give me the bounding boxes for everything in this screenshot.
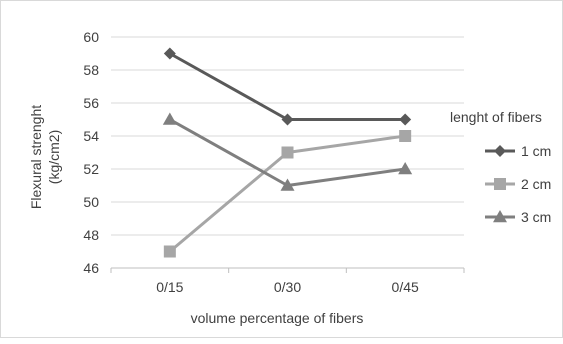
legend-marker: [493, 210, 507, 223]
x-tick-labels: 0/15 0/30 0/45: [156, 279, 419, 295]
legend-item: 1 cm: [485, 143, 551, 159]
y-axis-title-line-1: Flexural strenght: [28, 105, 44, 209]
data-point: [162, 112, 177, 125]
legend-label: 2 cm: [521, 176, 551, 192]
legend-title: lenght of fibers: [450, 109, 542, 125]
x-tick-label: 0/15: [156, 279, 183, 295]
y-tick-label: 52: [83, 161, 99, 177]
data-point: [398, 162, 413, 175]
legend-marker: [494, 178, 506, 190]
y-tick-label: 56: [83, 95, 99, 111]
axes: [110, 267, 465, 273]
x-tick-label: 0/45: [392, 279, 419, 295]
y-tick-labels: 46 48 50 52 54 56 58 60: [83, 29, 99, 276]
y-tick-label: 46: [83, 260, 99, 276]
y-tick-label: 50: [83, 194, 99, 210]
legend-label: 1 cm: [521, 143, 551, 159]
y-tick-label: 58: [83, 62, 99, 78]
gridlines: [111, 36, 464, 236]
series-line: [169, 52, 406, 121]
data-point: [163, 245, 176, 258]
data-point: [281, 146, 294, 159]
legend-item: 3 cm: [485, 209, 551, 225]
y-axis-title-line-2: (kg/cm2): [46, 130, 62, 184]
legend-marker: [494, 145, 506, 157]
data-point: [399, 113, 412, 126]
x-tick-label: 0/30: [274, 279, 301, 295]
series-lines: [162, 47, 413, 258]
legend-label: 3 cm: [521, 209, 551, 225]
y-tick-label: 48: [83, 227, 99, 243]
series-1-cm: [163, 47, 412, 126]
data-point: [163, 47, 176, 60]
data-point: [281, 113, 294, 126]
data-point: [399, 130, 412, 142]
series-3-cm: [162, 112, 413, 191]
legend: 1 cm 2 cm 3 cm: [485, 143, 551, 225]
data-point: [280, 178, 295, 191]
x-axis-title: volume percentage of fibers: [191, 310, 364, 326]
y-tick-label: 60: [83, 29, 99, 45]
legend-item: 2 cm: [485, 176, 551, 192]
y-tick-label: 54: [83, 128, 99, 144]
series-2-cm: [163, 130, 412, 258]
